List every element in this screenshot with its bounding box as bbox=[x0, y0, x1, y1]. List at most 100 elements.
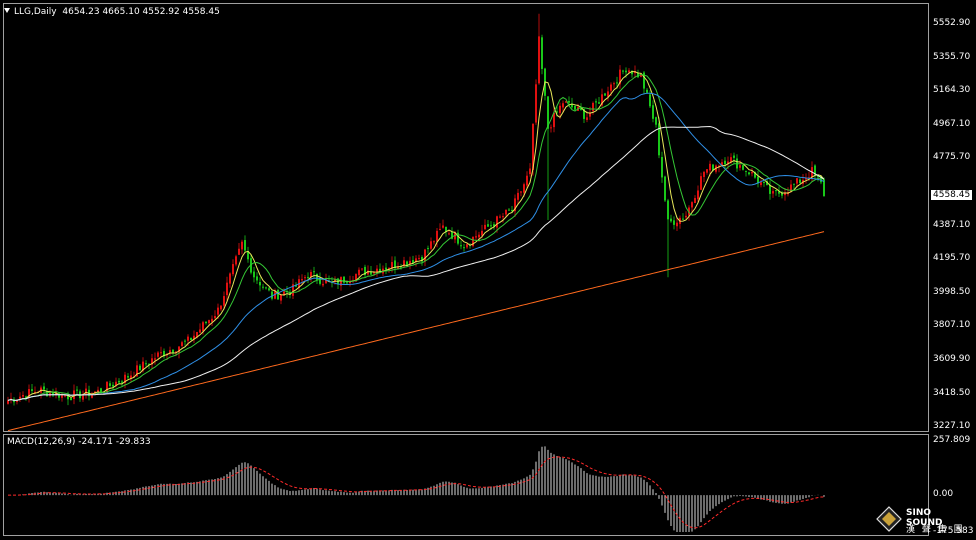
price-tick-label: 4775.70 bbox=[933, 152, 971, 163]
candle-body bbox=[28, 389, 30, 397]
candle-body bbox=[778, 191, 780, 194]
candle-body bbox=[700, 176, 702, 190]
candle-body bbox=[319, 278, 321, 284]
candle-body bbox=[760, 182, 762, 186]
candle-body bbox=[412, 260, 414, 264]
candle-body bbox=[709, 163, 711, 171]
candle-body bbox=[343, 276, 345, 283]
candle-body bbox=[631, 70, 633, 75]
candle-body bbox=[562, 103, 564, 108]
candle-body bbox=[184, 340, 186, 342]
price-tick-label: 3227.10 bbox=[933, 420, 971, 431]
price-tick-label: 4967.10 bbox=[933, 119, 971, 130]
candle-body bbox=[457, 232, 459, 244]
ohlc-values: 4654.23 4665.10 4552.92 4558.45 bbox=[62, 7, 220, 17]
candle-body bbox=[727, 161, 729, 164]
sino-sound-logo: SINO SOUND 漢 聲 集 團 bbox=[876, 506, 968, 536]
candle-body bbox=[388, 267, 390, 269]
candle-body bbox=[253, 271, 255, 278]
price-tick-label: 5355.70 bbox=[933, 51, 971, 62]
logo-emblem-icon bbox=[876, 506, 902, 532]
candle-body bbox=[211, 318, 213, 322]
candle-body bbox=[241, 241, 243, 250]
candle-body bbox=[568, 100, 570, 103]
ma-yellow-line bbox=[7, 70, 825, 401]
candle-body bbox=[694, 198, 696, 204]
candle-body bbox=[244, 240, 246, 251]
candle-body bbox=[781, 192, 783, 196]
candle-body bbox=[613, 83, 615, 85]
candle-body bbox=[793, 183, 795, 185]
chart-frame bbox=[3, 3, 929, 536]
macd-tick-label: 257.809 bbox=[933, 435, 971, 445]
candle-body bbox=[742, 165, 744, 170]
candle-body bbox=[625, 70, 627, 73]
candle-body bbox=[169, 350, 171, 354]
candle-body bbox=[367, 270, 369, 275]
candle-body bbox=[187, 336, 189, 341]
candle-body bbox=[664, 176, 666, 201]
candle-body bbox=[46, 390, 48, 397]
candle-body bbox=[25, 396, 27, 399]
candle-body bbox=[484, 224, 486, 230]
candle-body bbox=[259, 281, 261, 286]
candle-body bbox=[307, 276, 309, 278]
candle-body bbox=[283, 291, 285, 296]
candle-body bbox=[391, 262, 393, 269]
macd-tick-label: -175.583 bbox=[933, 526, 974, 536]
candle-body bbox=[652, 105, 654, 119]
candle-body bbox=[733, 155, 735, 158]
candle-body bbox=[106, 381, 108, 393]
candle-body bbox=[607, 91, 609, 97]
candle-body bbox=[136, 365, 138, 377]
candle-body bbox=[766, 181, 768, 186]
candle-body bbox=[640, 73, 642, 77]
candle-body bbox=[226, 282, 228, 296]
candle-body bbox=[499, 216, 501, 218]
candle-body bbox=[526, 175, 528, 186]
candle-body bbox=[754, 172, 756, 178]
candle-body bbox=[277, 289, 279, 300]
candle-body bbox=[772, 191, 774, 194]
candle-body bbox=[91, 393, 93, 398]
candle-body bbox=[361, 268, 363, 270]
candle-body bbox=[403, 260, 405, 267]
candle-body bbox=[433, 241, 435, 243]
candle-body bbox=[541, 37, 543, 69]
candle-body bbox=[580, 107, 582, 111]
candle-body bbox=[712, 164, 714, 171]
candle-body bbox=[229, 273, 231, 284]
candle-body bbox=[220, 305, 222, 310]
candle-body bbox=[358, 269, 360, 276]
candle-body bbox=[340, 277, 342, 286]
candle-body bbox=[268, 288, 270, 291]
candle-body bbox=[43, 386, 45, 390]
candle-body bbox=[592, 102, 594, 112]
candle-body bbox=[601, 94, 603, 106]
candle-body bbox=[475, 236, 477, 238]
candle-body bbox=[805, 177, 807, 180]
candle-body bbox=[127, 376, 129, 378]
candle-body bbox=[346, 282, 348, 284]
candle-body bbox=[619, 69, 621, 85]
candle-body bbox=[232, 264, 234, 275]
candle-body bbox=[301, 279, 303, 281]
candle-body bbox=[364, 266, 366, 275]
candle-body bbox=[223, 296, 225, 306]
candle-body bbox=[235, 256, 237, 265]
candle-body bbox=[550, 127, 552, 129]
price-tick-label: 3807.10 bbox=[933, 320, 971, 331]
candle-body bbox=[673, 220, 675, 225]
price-tick-label: 5164.30 bbox=[933, 84, 971, 95]
candle-body bbox=[721, 162, 723, 166]
candle-body bbox=[820, 176, 822, 183]
candle-body bbox=[376, 268, 378, 273]
candle-body bbox=[724, 160, 726, 165]
dropdown-triangle-icon[interactable] bbox=[4, 8, 10, 13]
candle-body bbox=[238, 248, 240, 255]
candle-body bbox=[676, 222, 678, 227]
candle-body bbox=[121, 381, 123, 383]
candle-body bbox=[139, 365, 141, 371]
candle-body bbox=[172, 349, 174, 353]
candle-body bbox=[445, 226, 447, 232]
